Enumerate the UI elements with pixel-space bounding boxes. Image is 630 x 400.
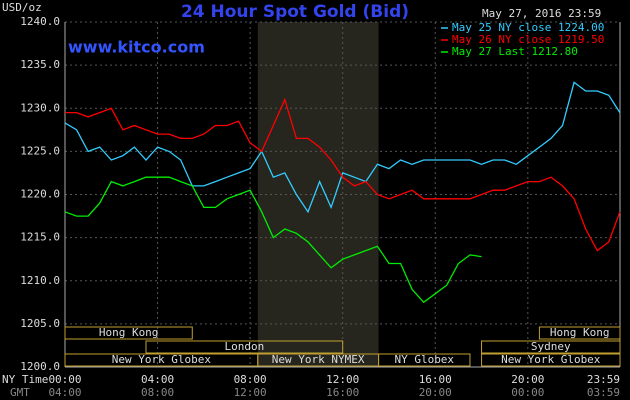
session-box <box>64 326 193 340</box>
session-label: Hong Kong <box>550 326 610 339</box>
x-tick-label: 12:00 <box>326 373 359 386</box>
y-tick-label: 1210.0 <box>20 274 60 287</box>
session-label: NY Globex <box>394 353 454 366</box>
y-tick-label: 1205.0 <box>20 317 60 330</box>
x2-tick-label: 03:59 <box>587 386 620 399</box>
session-label: New York Globex <box>112 353 212 366</box>
x-tick-label: 00:00 <box>48 373 81 386</box>
x2-axis-label: GMT <box>10 386 30 399</box>
x-tick-label: 16:00 <box>419 373 452 386</box>
legend-label: May 26 NY close 1219.50 <box>452 33 604 46</box>
chart-title: 24 Hour Spot Gold (Bid) <box>181 2 409 22</box>
x2-tick-label: 00:00 <box>511 386 544 399</box>
y-tick-label: 1200.0 <box>20 360 60 373</box>
y-tick-label: 1220.0 <box>20 188 60 201</box>
x2-tick-label: 16:00 <box>326 386 359 399</box>
x-tick-label: 04:00 <box>141 373 174 386</box>
session-label: London <box>224 340 264 353</box>
x2-tick-label: 08:00 <box>141 386 174 399</box>
series-line <box>64 176 482 304</box>
y-tick-label: 1230.0 <box>20 101 60 114</box>
session-label: New York NYMEX <box>272 353 365 366</box>
shaded-region <box>257 22 379 367</box>
y-axis-label: USD/oz <box>2 1 42 14</box>
x-tick-label: 23:59 <box>587 373 620 386</box>
legend-label: May 25 NY close 1224.00 <box>452 21 604 34</box>
session-label: Hong Kong <box>99 326 159 339</box>
site-url: www.kitco.com <box>68 38 205 57</box>
x-tick-label: 08:00 <box>234 373 267 386</box>
series-line <box>65 97 621 252</box>
y-tick-label: 1225.0 <box>20 144 60 157</box>
y-tick-label: 1215.0 <box>20 231 60 244</box>
session-box <box>538 326 621 340</box>
session-box <box>481 340 621 354</box>
x2-tick-label: 04:00 <box>48 386 81 399</box>
x-axis-label: NY Time <box>2 373 48 386</box>
y-tick-label: 1235.0 <box>20 58 60 71</box>
session-label: New York Globex <box>501 353 601 366</box>
session-box <box>378 353 471 367</box>
series-line <box>64 81 621 214</box>
x2-tick-label: 20:00 <box>419 386 452 399</box>
legend-label: May 27 Last 1212.80 <box>452 45 578 58</box>
session-box <box>145 340 344 354</box>
timestamp: May 27, 2016 23:59 <box>482 7 601 20</box>
x2-tick-label: 12:00 <box>234 386 267 399</box>
y-tick-label: 1240.0 <box>20 15 60 28</box>
session-box <box>481 353 621 367</box>
session-label: Sydney <box>531 340 571 353</box>
x-tick-label: 20:00 <box>511 373 544 386</box>
